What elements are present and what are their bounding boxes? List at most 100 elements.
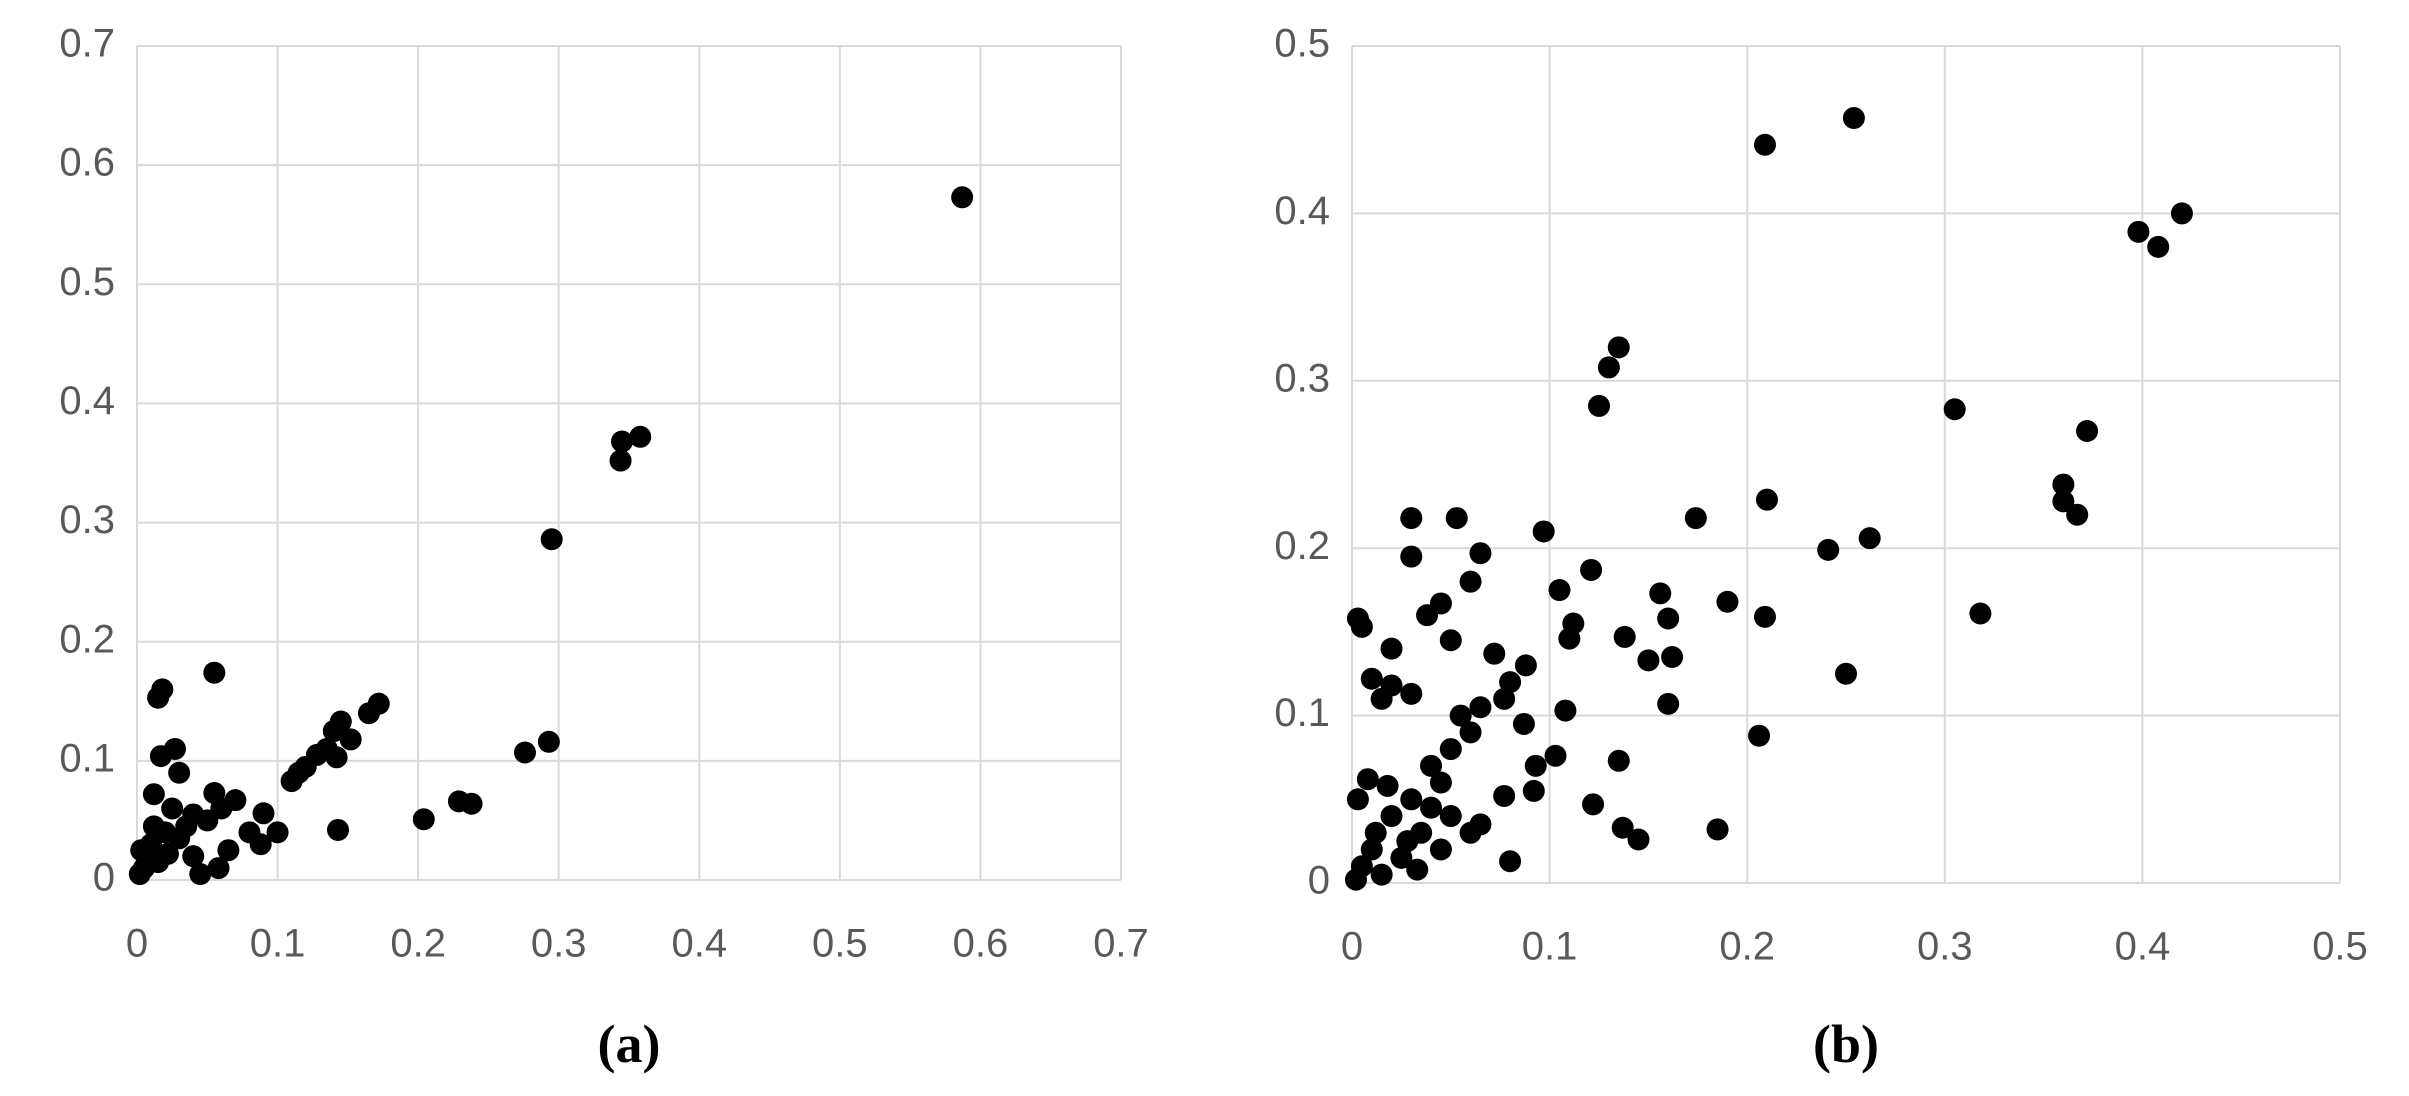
point (1493, 687, 1516, 710)
x-tick-label: 0.6 (953, 922, 1009, 966)
point (217, 839, 240, 862)
point (1360, 838, 1383, 861)
point (1532, 520, 1555, 543)
point (1548, 579, 1571, 602)
point (142, 815, 165, 838)
point (1400, 788, 1423, 811)
point (1459, 721, 1482, 744)
point (203, 661, 226, 684)
point (1380, 805, 1403, 828)
point (1611, 816, 1634, 839)
point (1364, 821, 1387, 844)
point (1607, 336, 1630, 359)
y-tick-label: 0.5 (59, 260, 115, 304)
point (128, 863, 151, 886)
point (2052, 473, 2075, 496)
point (156, 842, 179, 865)
point (1439, 805, 1462, 828)
point (2052, 490, 2075, 513)
y-tick-label: 0.4 (1274, 189, 1330, 233)
x-tick-label: 0.2 (1719, 925, 1775, 969)
y-tick-label: 0 (1308, 859, 1330, 903)
point (2147, 235, 2170, 258)
point (147, 686, 170, 709)
x-tick-label: 0.3 (531, 922, 587, 966)
point (1370, 687, 1393, 710)
point (1748, 724, 1771, 747)
point (1753, 133, 1776, 156)
point (339, 728, 362, 751)
point (142, 783, 165, 806)
point (1554, 699, 1577, 722)
x-tick-label: 0.4 (2115, 925, 2171, 969)
point (1356, 768, 1379, 791)
point (1439, 629, 1462, 652)
point (130, 839, 153, 862)
y-tick-label: 0.3 (1274, 356, 1330, 400)
point (1344, 868, 1367, 891)
y-tick-label: 0.1 (59, 736, 115, 780)
point (161, 797, 184, 820)
x-tick-label: 0.4 (671, 922, 727, 966)
point (1706, 818, 1729, 841)
point (1360, 667, 1383, 690)
point (1390, 846, 1413, 869)
point (1969, 602, 1992, 625)
point (1684, 507, 1707, 530)
point (1469, 696, 1492, 719)
point (357, 702, 380, 725)
point (1380, 637, 1403, 660)
point (1420, 754, 1443, 777)
point (1493, 784, 1516, 807)
point (1842, 106, 1865, 129)
y-tick-label: 0.4 (59, 379, 115, 423)
x-tick-label: 0.5 (812, 922, 868, 966)
point (2127, 220, 2150, 243)
point (1370, 863, 1393, 886)
point (412, 808, 435, 831)
point (1817, 538, 1840, 561)
point (1657, 692, 1680, 715)
point (266, 821, 289, 844)
point (2066, 503, 2089, 526)
point (280, 770, 303, 793)
point (537, 730, 560, 753)
point (182, 803, 205, 826)
x-tick-label: 0.3 (1917, 925, 1973, 969)
y-tick-label: 0.3 (59, 498, 115, 542)
point (1439, 738, 1462, 761)
point (1613, 625, 1636, 648)
caption: (b) (1813, 1014, 1879, 1074)
point (1400, 507, 1423, 530)
point (1522, 779, 1545, 802)
point (1346, 788, 1369, 811)
point (1716, 590, 1739, 613)
point (1524, 754, 1547, 777)
x-tick-label: 0.1 (1522, 925, 1578, 969)
x-tick-label: 0.2 (390, 922, 446, 966)
point (163, 737, 186, 760)
point (1753, 605, 1776, 628)
y-tick-label: 0.6 (59, 141, 115, 185)
point (1499, 671, 1522, 694)
point (1469, 542, 1492, 565)
point (1400, 682, 1423, 705)
point (1459, 570, 1482, 593)
point (1420, 796, 1443, 819)
point (1597, 356, 1620, 379)
point (1406, 858, 1429, 881)
point (1649, 582, 1672, 605)
point (1627, 828, 1650, 851)
point (1835, 662, 1857, 685)
point (1499, 850, 1522, 873)
point (1637, 649, 1660, 672)
x-tick-label: 0.7 (1093, 922, 1149, 966)
point (447, 790, 470, 813)
point (322, 720, 345, 743)
x-tick-label: 0 (126, 922, 148, 966)
point (1376, 774, 1399, 797)
point (1661, 646, 1684, 669)
y-tick-label: 0.5 (1274, 22, 1330, 66)
